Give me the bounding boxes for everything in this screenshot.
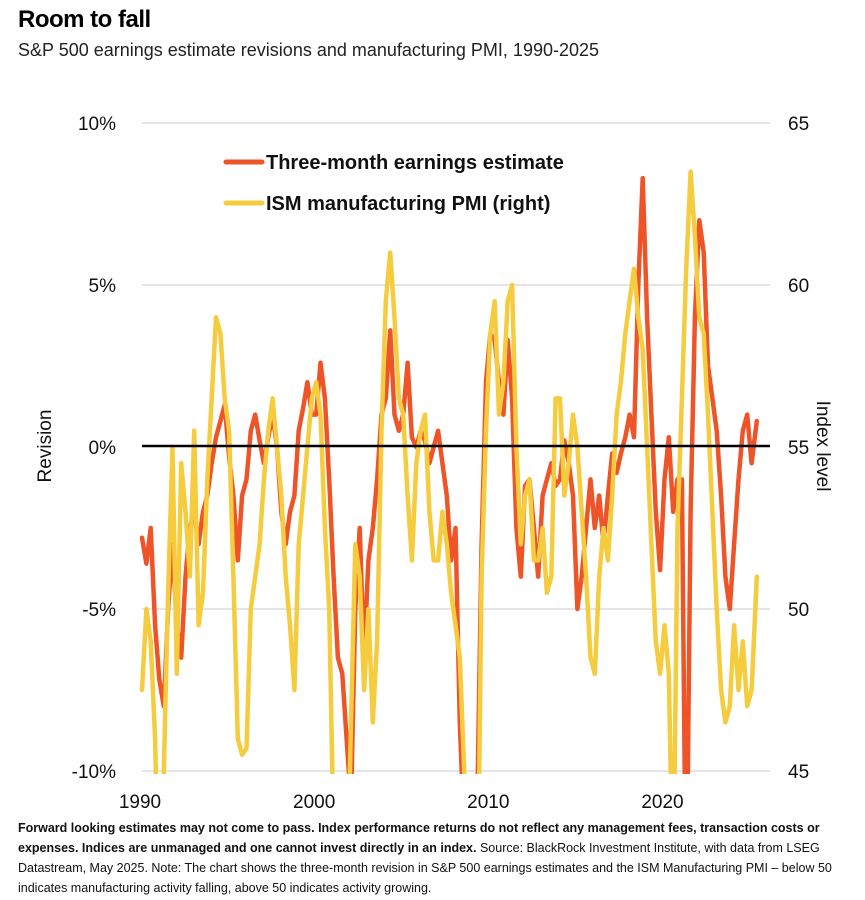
y2-tick-label: 60 [788, 276, 809, 297]
series-group [139, 169, 760, 774]
left-axis-title: Revision [35, 410, 56, 483]
chart-subtitle: S&P 500 earnings estimate revisions and … [18, 40, 600, 60]
earnings-revision-line [139, 175, 760, 774]
dual-axis-line-chart: -10% -5% 0% 5% 10% 45 50 55 60 65 1990 2000 2010 20… [35, 114, 833, 813]
x-tick-label: 2010 [467, 792, 509, 813]
y-tick-label: -5% [82, 600, 116, 621]
x-tick-label: 2000 [293, 792, 335, 813]
x-tick-label: 2020 [641, 792, 683, 813]
y2-tick-label: 55 [788, 438, 809, 459]
right-axis-title: Index level [812, 401, 833, 492]
y-tick-label: 10% [78, 114, 116, 135]
x-tick-label: 1990 [119, 792, 161, 813]
legend-label-pmi: ISM manufacturing PMI (right) [266, 193, 550, 215]
y2-tick-label: 45 [788, 762, 809, 783]
footnote-disclaimer: Forward looking estimates may not come t… [18, 821, 820, 855]
legend: Three-month earnings estimate ISM manufa… [223, 152, 564, 215]
footnote: Forward looking estimates may not come t… [18, 818, 848, 898]
y-tick-label: 0% [89, 438, 117, 459]
chart-title: Room to fall [18, 6, 151, 33]
left-axis-ticks: -10% -5% 0% 5% 10% [72, 114, 116, 783]
ism-pmi-line [139, 169, 760, 774]
right-axis-ticks: 45 50 55 60 65 [788, 114, 809, 783]
y-tick-label: 5% [89, 276, 117, 297]
footnote-source: Source: BlackRock Investment Institute, … [18, 841, 832, 895]
legend-label-earnings: Three-month earnings estimate [266, 152, 564, 174]
y2-tick-label: 65 [788, 114, 809, 135]
y-tick-label: -10% [72, 762, 116, 783]
x-axis-ticks: 1990 2000 2010 2020 [119, 792, 684, 813]
y2-tick-label: 50 [788, 600, 809, 621]
